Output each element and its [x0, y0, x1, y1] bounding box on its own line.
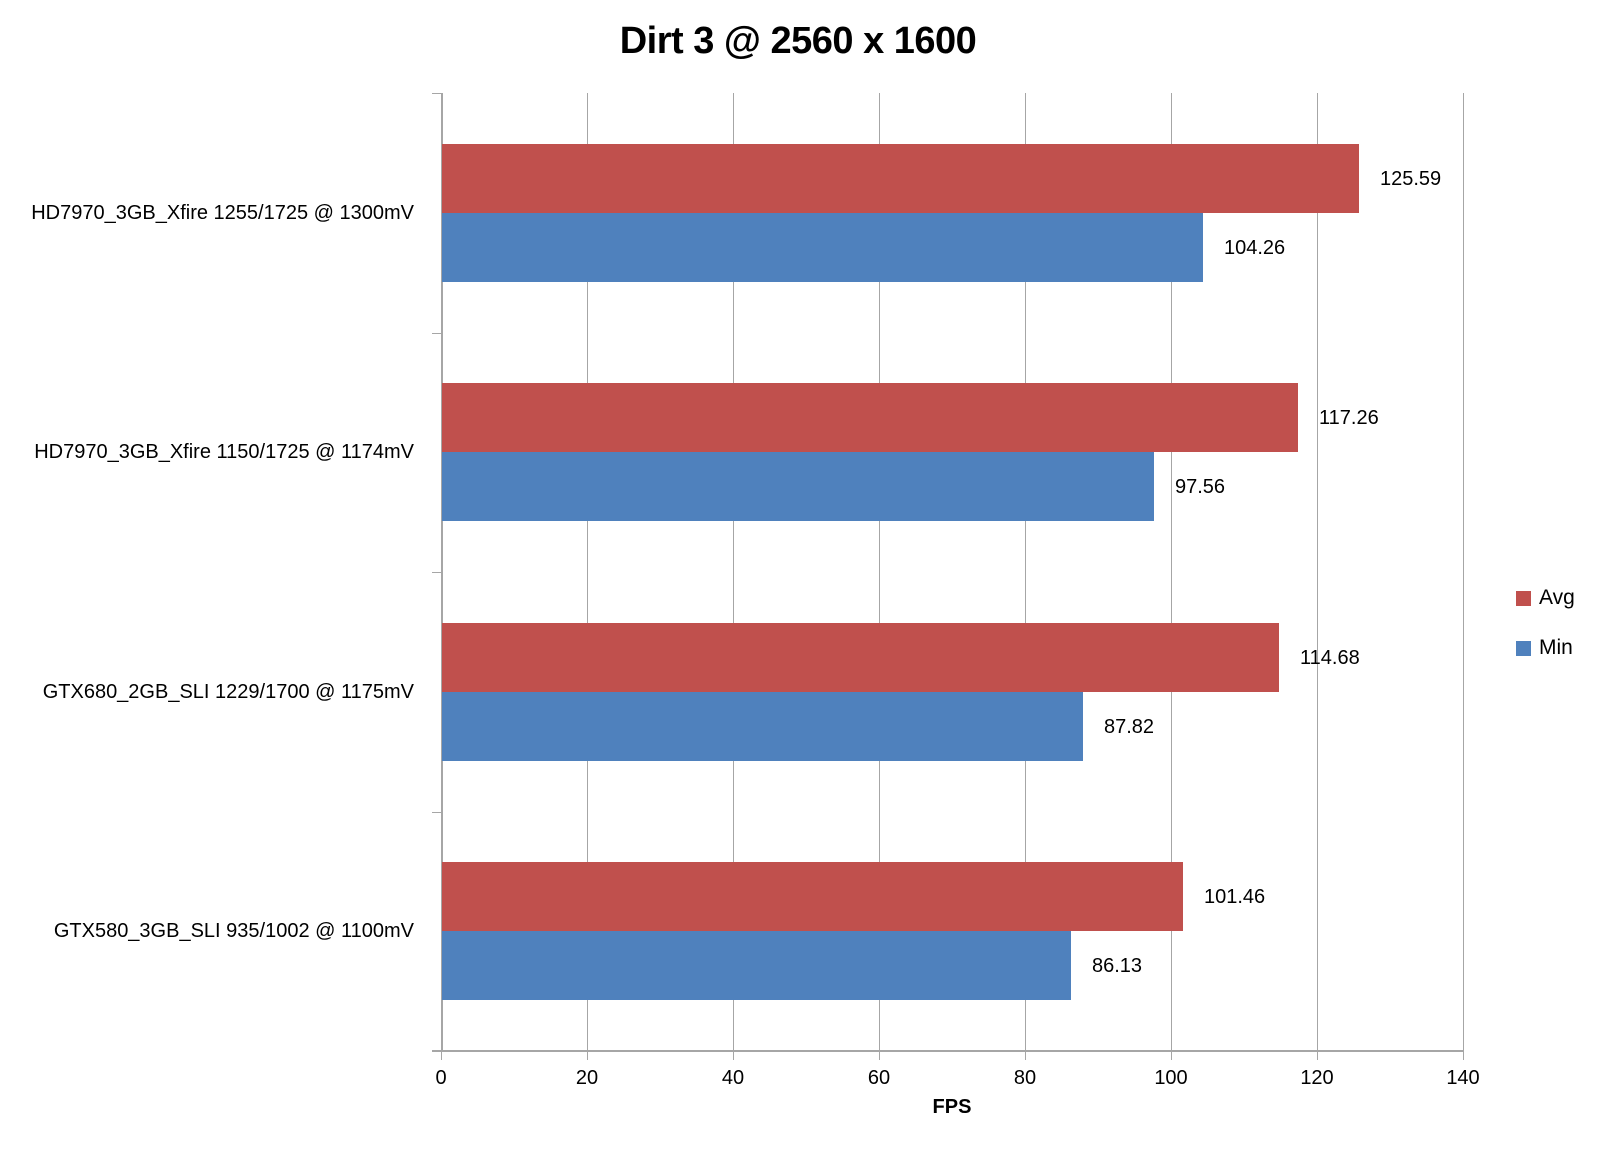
- x-tick-mark-100: [1171, 1051, 1172, 1060]
- legend-item-min: Min: [1516, 636, 1575, 660]
- x-tick-label-60: 60: [867, 1067, 891, 1089]
- y-axis-line: [441, 93, 443, 1051]
- y-tick-mark-4: [432, 1051, 441, 1052]
- gridline-100: [1171, 93, 1172, 1051]
- x-tick-label-140: 140: [1446, 1067, 1480, 1089]
- bar-min: [442, 213, 1203, 282]
- x-tick-label-120: 120: [1300, 1067, 1334, 1089]
- bar-min: [442, 452, 1154, 521]
- category-axis: HD7970_3GB_Xfire 1255/1725 @ 1300mV HD797…: [0, 93, 414, 1051]
- value-label-avg: 125.59: [1380, 168, 1442, 190]
- y-tick-mark-3: [432, 812, 441, 813]
- x-axis-line: [432, 1050, 1463, 1052]
- value-label-avg: 101.46: [1204, 886, 1266, 908]
- x-axis-title: FPS: [932, 1096, 972, 1118]
- bar-avg: [442, 144, 1359, 213]
- x-tick-label-80: 80: [1013, 1067, 1037, 1089]
- x-tick-mark-20: [587, 1051, 588, 1060]
- value-label-min: 86.13: [1092, 955, 1143, 977]
- chart-title: Dirt 3 @ 2560 x 1600: [619, 20, 977, 62]
- legend-label-avg: Avg: [1539, 586, 1575, 609]
- y-tick-mark-2: [432, 572, 441, 573]
- x-tick-mark-140: [1463, 1051, 1464, 1060]
- gridline-40: [733, 93, 734, 1051]
- x-tick-mark-0: [441, 1051, 442, 1060]
- x-tick-mark-40: [733, 1051, 734, 1060]
- bar-min: [442, 692, 1083, 761]
- x-tick-label-100: 100: [1154, 1067, 1188, 1089]
- plot-area: 125.59 104.26 117.26 97.56 114.68 87.82 101.46…: [432, 93, 1464, 1060]
- x-tick-label-20: 20: [575, 1067, 599, 1089]
- bar-avg: [442, 623, 1279, 692]
- value-label-avg: 114.68: [1300, 647, 1360, 669]
- bar-min: [442, 931, 1071, 1000]
- bar-avg: [442, 383, 1298, 452]
- gridline-120: [1317, 93, 1318, 1051]
- x-tick-label-0: 0: [435, 1067, 447, 1089]
- avg-series-swatch: [1516, 590, 1531, 606]
- gridline-80: [1025, 93, 1026, 1051]
- gridline-20: [587, 93, 588, 1051]
- y-tick-mark-1: [432, 333, 441, 334]
- x-axis-tick-labels: 0 20 40 60 80 100 120 140: [435, 1065, 1479, 1091]
- value-label-min: 97.56: [1175, 476, 1226, 498]
- value-label-min: 104.26: [1224, 237, 1286, 259]
- x-tick-mark-60: [879, 1051, 880, 1060]
- category-label: HD7970_3GB_Xfire 1255/1725 @ 1300mV: [31, 202, 414, 224]
- value-label-min: 87.82: [1104, 716, 1155, 738]
- x-tick-label-40: 40: [721, 1067, 745, 1089]
- min-series-swatch: [1516, 640, 1531, 656]
- y-tick-mark-0: [432, 93, 441, 94]
- legend-item-avg: Avg: [1516, 586, 1575, 610]
- category-label: HD7970_3GB_Xfire 1150/1725 @ 1174mV: [34, 441, 414, 463]
- value-label-avg: 117.26: [1319, 407, 1379, 429]
- category-label: GTX680_2GB_SLI 1229/1700 @ 1175mV: [42, 681, 414, 703]
- gridline-140: [1463, 93, 1464, 1051]
- legend: Avg Min: [1516, 586, 1575, 686]
- legend-label-min: Min: [1539, 636, 1573, 659]
- x-tick-mark-80: [1025, 1051, 1026, 1060]
- category-label: GTX580_3GB_SLI 935/1002 @ 1100mV: [53, 920, 414, 942]
- bar-avg: [442, 862, 1183, 931]
- gridline-60: [879, 93, 880, 1051]
- x-tick-mark-120: [1317, 1051, 1318, 1060]
